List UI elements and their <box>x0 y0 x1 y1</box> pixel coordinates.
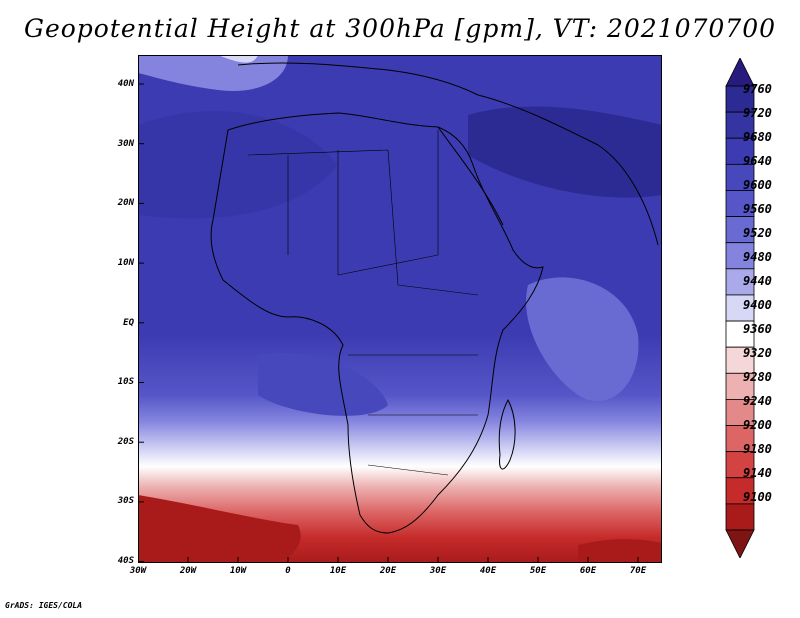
colorbar-label-9400: 9400 <box>743 298 772 312</box>
colorbar-swatch <box>725 451 755 479</box>
lat-label-eq: EQ <box>123 318 134 328</box>
colorbar-label-9280: 9280 <box>743 370 772 384</box>
high-patch-arabia <box>468 106 662 198</box>
colorbar-label-9440: 9440 <box>743 274 772 288</box>
colorbar-label-9480: 9480 <box>743 250 772 264</box>
colorbar <box>722 57 800 559</box>
map-panel <box>137 55 662 563</box>
country-borders <box>247 130 479 476</box>
colorbar-label-9320: 9320 <box>743 346 772 360</box>
lon-label-10w: 10W <box>229 566 247 576</box>
low-patch-southeast <box>578 539 662 563</box>
colorbar-swatch <box>725 242 755 270</box>
lon-label-30w: 30W <box>129 566 147 576</box>
colorbar-swatch <box>725 137 755 165</box>
colorbar-swatch <box>725 425 755 453</box>
geopotential-map <box>137 55 662 563</box>
trough-core <box>218 55 258 63</box>
middle-east-coast <box>477 94 659 246</box>
colorbar-swatch <box>725 346 755 374</box>
colorbar-swatch <box>725 503 755 531</box>
grads-credit: GrADS: IGES/COLA <box>5 601 83 610</box>
colorbar-label-9100: 9100 <box>743 490 772 504</box>
lat-label-20n: 20N <box>117 198 134 208</box>
colorbar-swatch <box>725 372 755 400</box>
colorbar-swatch <box>725 268 755 296</box>
colorbar-swatch <box>725 320 755 348</box>
lon-label-30e: 30E <box>429 566 447 576</box>
lon-label-20e: 20E <box>379 566 397 576</box>
lighter-patch-indian <box>526 277 639 402</box>
lon-label-20w: 20W <box>179 566 197 576</box>
lat-label-10s: 10S <box>117 377 134 387</box>
colorbar-label-9200: 9200 <box>743 418 772 432</box>
lon-label-70e: 70E <box>629 566 647 576</box>
colorbar-label-9360: 9360 <box>743 322 772 336</box>
lat-label-20s: 20S <box>117 437 134 447</box>
lighter-patch-atlantic <box>258 353 388 416</box>
colorbar-min-triangle <box>725 529 755 559</box>
colorbar-label-9760: 9760 <box>743 82 772 96</box>
lon-label-10e: 10E <box>329 566 347 576</box>
colorbar-label-9720: 9720 <box>743 106 772 120</box>
madagascar-outline <box>498 398 516 470</box>
mediterranean-coast <box>237 62 479 96</box>
lat-label-40n: 40N <box>117 79 134 89</box>
colorbar-label-9520: 9520 <box>743 226 772 240</box>
colorbar-swatch <box>725 477 755 505</box>
colorbar-label-9600: 9600 <box>743 178 772 192</box>
africa-outline <box>210 112 544 534</box>
colorbar-label-9640: 9640 <box>743 154 772 168</box>
latitude-ticks <box>138 83 144 563</box>
lon-label-0: 0 <box>285 566 291 576</box>
colorbar-swatch <box>725 85 755 113</box>
colorbar-label-9560: 9560 <box>743 202 772 216</box>
map-border <box>138 55 662 563</box>
lon-label-40e: 40E <box>479 566 497 576</box>
map-title: Geopotential Height at 300hPa [gpm], VT:… <box>23 14 777 43</box>
colorbar-label-9240: 9240 <box>743 394 772 408</box>
lat-label-30s: 30S <box>117 496 134 506</box>
colorbar-label-9680: 9680 <box>743 130 772 144</box>
colorbar-label-9180: 9180 <box>743 442 772 456</box>
colorbar-swatch <box>725 163 755 191</box>
low-patch-southwest <box>138 495 301 563</box>
colorbar-swatch <box>725 216 755 244</box>
colorbar-swatch <box>725 399 755 426</box>
lat-label-30n: 30N <box>117 139 134 149</box>
colorbar-label-9140: 9140 <box>743 466 772 480</box>
lon-label-50e: 50E <box>529 566 547 576</box>
colorbar-swatch <box>725 190 755 217</box>
colorbar-swatch <box>725 294 755 322</box>
lat-label-40s: 40S <box>117 556 134 566</box>
red-sea-coast <box>437 126 504 226</box>
lon-label-60e: 60E <box>579 566 597 576</box>
colorbar-swatches <box>725 57 755 559</box>
lat-label-10n: 10N <box>117 258 134 268</box>
longitude-ticks <box>137 557 639 563</box>
